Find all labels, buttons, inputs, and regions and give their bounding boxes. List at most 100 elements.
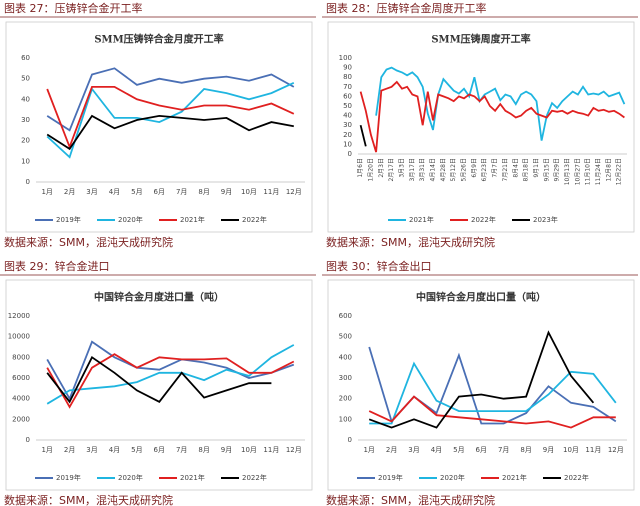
figure-caption: 图表 27：压铸锌合金开工率 <box>4 1 143 15</box>
x-tick-label: 8月 <box>198 188 209 196</box>
legend-label: 2022年 <box>242 215 267 224</box>
y-tick-label: 30 <box>21 116 30 124</box>
chart-title: SMM压铸周度开工率 <box>431 33 530 46</box>
chart-frame <box>327 21 635 233</box>
y-tick-label: 50 <box>343 102 352 110</box>
x-tick-label: 7月 <box>176 188 187 196</box>
x-tick-label: 8月18日 <box>523 158 530 181</box>
legend-label: 2022年 <box>564 473 589 482</box>
y-tick-label: 200 <box>339 395 352 403</box>
x-tick-label: 11月 <box>585 446 601 454</box>
x-tick-label: 9月 <box>221 446 232 454</box>
y-tick-label: 100 <box>339 415 352 423</box>
y-tick-label: 70 <box>343 83 352 91</box>
x-tick-label: 8月 <box>520 446 531 454</box>
y-tick-label: 40 <box>21 95 30 103</box>
legend-label: 2022年 <box>242 473 267 482</box>
legend-label: 2019年 <box>56 215 81 224</box>
x-tick-label: 4月 <box>109 446 120 454</box>
y-tick-label: 4000 <box>12 395 30 403</box>
chart-title: SMM压铸锌合金月度开工率 <box>94 33 223 46</box>
y-tick-label: 10 <box>343 140 352 148</box>
x-tick-label: 3月 <box>86 446 97 454</box>
x-tick-label: 3月 <box>408 446 419 454</box>
source-note: 数据来源：SMM，混沌天成研究院 <box>326 493 495 506</box>
x-tick-label: 10月27日 <box>574 158 581 185</box>
y-tick-label: 300 <box>339 374 352 382</box>
series-line <box>369 361 617 425</box>
x-tick-label: 1月 <box>41 446 52 454</box>
x-tick-label: 7月7日 <box>492 158 499 178</box>
legend-label: 2022年 <box>471 215 496 224</box>
y-tick-label: 60 <box>21 54 30 62</box>
x-tick-label: 5月 <box>131 188 142 196</box>
y-tick-label: 600 <box>339 312 352 320</box>
series-line <box>375 66 626 141</box>
series-line <box>368 330 595 429</box>
y-tick-label: 0 <box>348 150 352 158</box>
x-tick-label: 5月12日 <box>450 158 457 181</box>
x-tick-label: 5月26日 <box>461 158 468 181</box>
y-tick-label: 2000 <box>12 415 30 423</box>
x-tick-label: 9月15日 <box>543 158 550 181</box>
x-tick-label: 1月6日 <box>357 158 364 178</box>
x-tick-label: 11月 <box>263 188 279 196</box>
x-tick-label: 10月 <box>563 446 579 454</box>
y-tick-label: 80 <box>343 73 352 81</box>
x-tick-label: 9月 <box>221 188 232 196</box>
x-tick-label: 3月17日 <box>409 158 416 181</box>
x-tick-label: 6月23日 <box>481 158 488 181</box>
x-tick-label: 6月 <box>154 188 165 196</box>
x-tick-label: 11月10日 <box>585 158 592 185</box>
legend-label: 2019年 <box>378 473 403 482</box>
series-line <box>46 114 294 151</box>
x-tick-label: 2月 <box>64 188 75 196</box>
series-line <box>359 124 367 147</box>
y-tick-label: 40 <box>343 112 352 120</box>
legend-label: 2023年 <box>533 215 558 224</box>
series-line <box>46 86 295 150</box>
x-tick-label: 3月 <box>86 188 97 196</box>
y-tick-label: 30 <box>343 121 352 129</box>
legend-label: 2021年 <box>502 473 527 482</box>
x-tick-label: 12月22日 <box>616 158 623 185</box>
x-tick-label: 5月 <box>131 446 142 454</box>
y-tick-label: 90 <box>343 64 352 72</box>
source-note: 数据来源：SMM，混沌天成研究院 <box>4 493 173 506</box>
legend-label: 2021年 <box>409 215 434 224</box>
x-tick-label: 4月28日 <box>440 158 447 181</box>
y-tick-label: 50 <box>21 75 30 83</box>
y-tick-label: 100 <box>339 54 352 62</box>
chart-frame <box>327 279 635 491</box>
series-line <box>368 395 616 429</box>
x-tick-label: 8月4日 <box>512 158 519 178</box>
chart-frame <box>5 279 313 491</box>
x-tick-label: 6月 <box>476 446 487 454</box>
x-tick-label: 9月29日 <box>554 158 561 181</box>
x-tick-label: 12月 <box>286 446 302 454</box>
x-tick-label: 7月21日 <box>502 158 509 181</box>
legend-label: 2021年 <box>180 473 205 482</box>
x-tick-label: 2月 <box>64 446 75 454</box>
figure-caption: 图表 30：锌合金出口 <box>326 259 432 273</box>
x-tick-label: 12月 <box>608 446 624 454</box>
y-tick-label: 10000 <box>8 333 30 341</box>
y-tick-label: 500 <box>339 333 352 341</box>
figure-caption: 图表 29：锌合金进口 <box>4 259 110 273</box>
x-tick-label: 7月 <box>498 446 509 454</box>
chart-frame <box>5 21 313 233</box>
y-tick-label: 20 <box>21 137 30 145</box>
x-tick-label: 4月14日 <box>430 158 437 181</box>
x-tick-label: 9月1日 <box>533 158 540 178</box>
chart-title: 中国锌合金月度出口量（吨） <box>416 291 546 304</box>
y-tick-label: 20 <box>343 131 352 139</box>
x-tick-label: 4月 <box>109 188 120 196</box>
x-tick-label: 7月 <box>176 446 187 454</box>
x-tick-label: 11月 <box>263 446 279 454</box>
source-note: 数据来源：SMM，混沌天成研究院 <box>326 235 495 249</box>
x-tick-label: 9月 <box>543 446 554 454</box>
y-tick-label: 0 <box>26 436 30 444</box>
x-tick-label: 8月 <box>198 446 209 454</box>
x-tick-label: 1月 <box>41 188 52 196</box>
